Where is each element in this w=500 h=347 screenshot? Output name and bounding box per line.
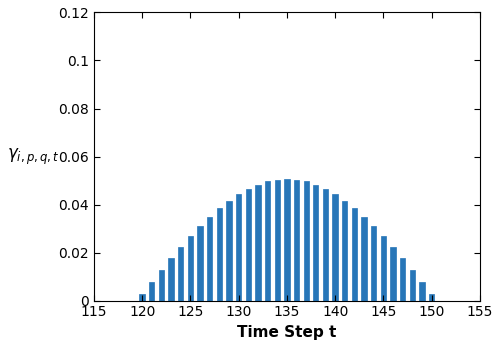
Bar [284,179,290,301]
Bar [380,236,386,301]
Bar [246,189,251,301]
Bar [236,194,242,301]
Bar [198,226,202,301]
Bar [342,201,347,301]
Bar [265,181,270,301]
Bar [256,185,260,301]
Bar [207,217,212,301]
Bar [216,208,222,301]
Bar [168,259,173,301]
Bar [313,185,318,301]
Bar [294,180,299,301]
Y-axis label: $\gamma_{i,p,q,t}$: $\gamma_{i,p,q,t}$ [7,146,60,167]
X-axis label: Time Step t: Time Step t [237,325,336,340]
Bar [304,181,309,301]
Bar [371,226,376,301]
Bar [400,259,406,301]
Bar [149,282,154,301]
Bar [362,217,366,301]
Bar [178,247,184,301]
Bar [410,270,415,301]
Bar [188,236,193,301]
Bar [429,295,434,301]
Bar [420,282,424,301]
Bar [140,295,145,301]
Bar [323,189,328,301]
Bar [390,247,396,301]
Bar [159,270,164,301]
Bar [226,201,232,301]
Bar [274,180,280,301]
Bar [332,194,338,301]
Bar [352,208,357,301]
